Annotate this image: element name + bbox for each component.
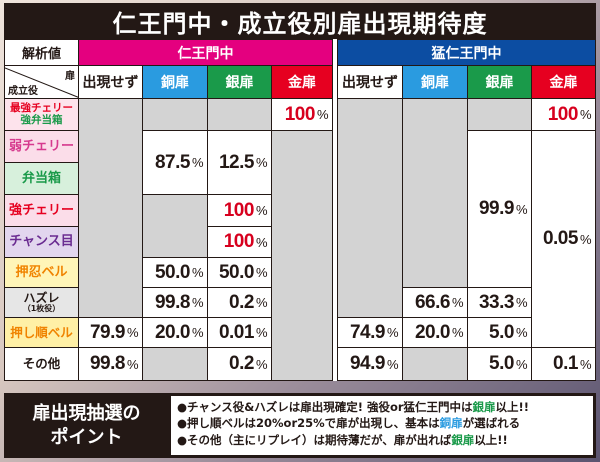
cell-value: 50.0% bbox=[207, 257, 272, 288]
row-label-strong-cherry: 強チェリー bbox=[4, 194, 79, 227]
row-label-text: （1枚役） bbox=[22, 303, 61, 313]
cell-value: 100% bbox=[271, 98, 333, 131]
cell-value: 0.05% bbox=[531, 130, 596, 348]
cell-value: 99.8% bbox=[78, 347, 143, 381]
cell-value: 5.0% bbox=[467, 317, 532, 348]
group-header-mou-niomon: 猛仁王門中 bbox=[337, 39, 596, 66]
cell-value: 5.0% bbox=[467, 347, 532, 381]
point-item: ●その他（主にリプレイ）は期待薄だが、扉が出れば銀扉以上!! bbox=[177, 432, 508, 447]
cell-value: 0.01% bbox=[207, 317, 272, 348]
col-header-silver-right: 銀扉 bbox=[467, 65, 532, 99]
cell-empty bbox=[467, 98, 532, 131]
points-list: ●チャンス役&ハズレは扉出現確定! 強役or猛仁王門中は銀扉以上!! ●押し順ベ… bbox=[171, 396, 593, 455]
col-header-none-left: 出現せず bbox=[78, 65, 143, 99]
col-header-gold-left: 金扉 bbox=[271, 65, 333, 99]
row-label-text: ハズレ bbox=[23, 291, 60, 305]
col-header-silver-left: 銀扉 bbox=[207, 65, 272, 99]
cell-empty bbox=[78, 98, 143, 318]
row-label-other: その他 bbox=[4, 347, 79, 381]
cell-empty bbox=[402, 98, 468, 288]
cell-value: 12.5% bbox=[207, 130, 272, 195]
probability-table: 解析値 仁王門中 猛仁王門中 扉 成立役 出現せず 銅扉 銀扉 金扉 出現せず … bbox=[4, 39, 596, 381]
corner-top-label: 扉 bbox=[65, 71, 75, 82]
col-header-none-right: 出現せず bbox=[337, 65, 403, 99]
row-label-osu-bell: 押忍ベル bbox=[4, 257, 79, 288]
cell-value: 0.1% bbox=[531, 347, 596, 381]
cell-value: 33.3% bbox=[467, 287, 532, 318]
group-header-niomon: 仁王門中 bbox=[78, 39, 333, 66]
page-title: 仁王門中・成立役別扉出現期待度 bbox=[4, 3, 596, 39]
points-heading: 扉出現抽選の ポイント bbox=[4, 393, 169, 458]
diagonal-line-icon bbox=[5, 67, 78, 98]
col-header-copper-right: 銅扉 bbox=[402, 65, 468, 99]
cell-value: 94.9% bbox=[337, 347, 403, 381]
point-item: ●チャンス役&ハズレは扉出現確定! 強役or猛仁王門中は銀扉以上!! bbox=[177, 400, 530, 414]
cell-value: 99.8% bbox=[142, 287, 208, 318]
cell-empty bbox=[142, 194, 208, 258]
cell-value: 0.2% bbox=[207, 287, 272, 318]
cell-value: 50.0% bbox=[142, 257, 208, 288]
row-label-text: 最強チェリー bbox=[10, 102, 73, 115]
row-label-weak-cherry: 弱チェリー bbox=[4, 130, 79, 163]
cell-value: 87.5% bbox=[142, 130, 208, 195]
cell-value: 100% bbox=[531, 98, 596, 131]
cell-empty bbox=[271, 130, 333, 381]
row-label-order-bell: 押し順ベル bbox=[4, 317, 79, 348]
cell-value: 66.6% bbox=[402, 287, 468, 318]
row-label-strongest-cherry: 最強チェリー 強弁当箱 bbox=[4, 98, 79, 131]
cell-value: 100% bbox=[207, 226, 272, 258]
row-label-bento: 弁当箱 bbox=[4, 162, 79, 195]
cell-value: 100% bbox=[207, 194, 272, 227]
col-header-copper-left: 銅扉 bbox=[142, 65, 208, 99]
cell-empty bbox=[402, 347, 468, 381]
cell-empty bbox=[142, 98, 208, 131]
col-header-gold-right: 金扉 bbox=[531, 65, 596, 99]
corner-bottom-label: 成立役 bbox=[8, 86, 38, 97]
points-box: 扉出現抽選の ポイント ●チャンス役&ハズレは扉出現確定! 強役or猛仁王門中は… bbox=[4, 393, 596, 458]
cell-value: 79.9% bbox=[78, 317, 143, 348]
cell-empty bbox=[337, 98, 403, 318]
corner-diagonal: 扉 成立役 bbox=[4, 65, 79, 99]
cell-value: 20.0% bbox=[402, 317, 468, 348]
points-heading-line: 扉出現抽選の bbox=[32, 403, 141, 425]
cell-empty bbox=[142, 347, 208, 381]
point-item: ●押し順ベルは20%or25%で扉が出現し、基本は銅扉が選ばれる bbox=[177, 416, 521, 431]
cell-value: 20.0% bbox=[142, 317, 208, 348]
row-label-text: 強弁当箱 bbox=[20, 113, 63, 126]
row-label-hazure: ハズレ （1枚役） bbox=[4, 287, 79, 318]
points-heading-line: ポイント bbox=[50, 426, 123, 448]
row-label-chance-me: チャンス目 bbox=[4, 226, 79, 258]
cell-value: 0.2% bbox=[207, 347, 272, 381]
cell-value: 99.9% bbox=[467, 130, 532, 288]
cell-value: 74.9% bbox=[337, 317, 403, 348]
corner-label: 解析値 bbox=[4, 39, 79, 66]
cell-empty bbox=[207, 98, 272, 131]
